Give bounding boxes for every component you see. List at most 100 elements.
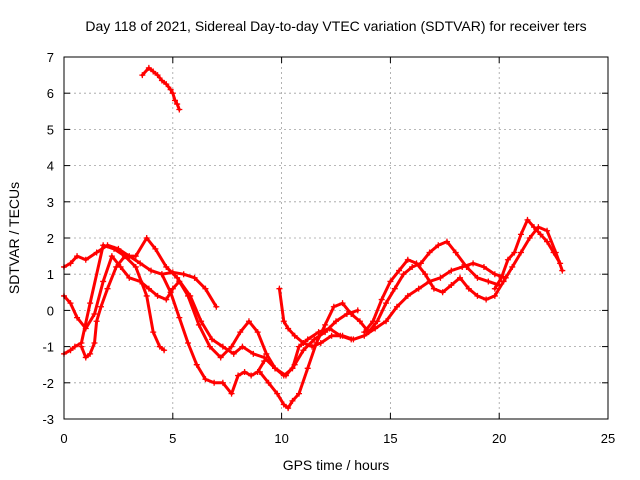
series-line bbox=[62, 254, 353, 378]
data-point bbox=[235, 372, 242, 379]
data-point bbox=[333, 318, 339, 325]
data-point bbox=[517, 249, 524, 256]
data-point bbox=[393, 303, 400, 310]
y-tick-label: -2 bbox=[42, 376, 54, 391]
data-point bbox=[361, 329, 368, 336]
data-point bbox=[387, 278, 394, 285]
series-line bbox=[62, 243, 218, 309]
data-point bbox=[272, 365, 279, 372]
data-point bbox=[544, 227, 551, 234]
series-sat-f bbox=[158, 271, 268, 397]
data-point bbox=[219, 343, 226, 350]
data-point bbox=[82, 354, 89, 361]
data-point bbox=[239, 343, 246, 350]
data-point bbox=[439, 289, 446, 296]
x-tick-label: 5 bbox=[169, 431, 176, 446]
y-tick-label: 6 bbox=[47, 86, 54, 101]
data-point bbox=[145, 64, 152, 71]
data-point bbox=[169, 285, 176, 292]
data-point bbox=[104, 285, 111, 292]
data-point bbox=[474, 292, 481, 299]
series-line bbox=[62, 236, 360, 378]
data-point bbox=[465, 285, 472, 292]
y-tick-label: 3 bbox=[47, 195, 54, 210]
data-point bbox=[326, 325, 333, 332]
data-point bbox=[228, 343, 235, 350]
data-point bbox=[148, 267, 155, 274]
data-point bbox=[274, 390, 281, 397]
data-point bbox=[74, 314, 81, 321]
data-point bbox=[330, 303, 337, 310]
data-point bbox=[435, 242, 442, 249]
data-point bbox=[74, 253, 81, 260]
data-point bbox=[191, 274, 198, 281]
data-point bbox=[217, 354, 224, 361]
data-point bbox=[132, 263, 139, 270]
data-point bbox=[213, 303, 220, 310]
data-point bbox=[491, 271, 498, 278]
data-point bbox=[208, 336, 215, 343]
data-point bbox=[113, 263, 120, 270]
series-layer bbox=[61, 64, 566, 412]
series-sat-j bbox=[491, 216, 564, 292]
data-point bbox=[150, 329, 157, 336]
data-point bbox=[291, 332, 298, 339]
data-point bbox=[400, 271, 407, 278]
data-point bbox=[154, 72, 161, 79]
data-point bbox=[111, 245, 118, 252]
data-point bbox=[228, 390, 235, 397]
data-point bbox=[463, 263, 470, 270]
data-point bbox=[211, 379, 218, 386]
data-point bbox=[356, 318, 363, 325]
data-point bbox=[202, 285, 209, 292]
data-point bbox=[509, 263, 516, 270]
data-point bbox=[152, 245, 159, 252]
data-point bbox=[378, 296, 385, 303]
data-point bbox=[132, 253, 139, 260]
data-point bbox=[289, 365, 296, 372]
data-point bbox=[87, 350, 94, 357]
data-point bbox=[167, 289, 174, 296]
x-tick-label: 25 bbox=[601, 431, 615, 446]
data-point bbox=[328, 332, 335, 339]
data-point bbox=[263, 350, 270, 357]
data-point bbox=[93, 249, 100, 256]
data-point bbox=[176, 314, 183, 321]
data-point bbox=[185, 339, 192, 346]
data-point bbox=[67, 347, 74, 354]
data-point bbox=[126, 274, 133, 281]
data-point bbox=[391, 285, 398, 292]
y-tick-label: 2 bbox=[47, 231, 54, 246]
data-point bbox=[369, 318, 376, 325]
data-point bbox=[426, 249, 433, 256]
x-tick-label: 0 bbox=[60, 431, 67, 446]
data-point bbox=[491, 285, 498, 292]
data-point bbox=[350, 336, 357, 343]
series-sat-e bbox=[139, 64, 183, 113]
x-tick-label: 20 bbox=[492, 431, 506, 446]
y-tick-label: -3 bbox=[42, 412, 54, 427]
data-point bbox=[280, 318, 287, 325]
data-point bbox=[237, 329, 244, 336]
data-point bbox=[150, 68, 157, 75]
data-point bbox=[339, 300, 346, 307]
data-point bbox=[156, 343, 163, 350]
data-point bbox=[474, 274, 481, 281]
data-point bbox=[339, 332, 346, 339]
chart-title: Day 118 of 2021, Sidereal Day-to-day VTE… bbox=[85, 18, 586, 34]
data-point bbox=[163, 263, 170, 270]
data-point bbox=[289, 397, 296, 404]
data-point bbox=[176, 106, 183, 113]
data-point bbox=[230, 350, 237, 357]
y-tick-label: 4 bbox=[47, 159, 54, 174]
data-point bbox=[413, 260, 420, 267]
data-point bbox=[167, 86, 174, 93]
data-point bbox=[100, 242, 107, 249]
data-point bbox=[537, 231, 544, 238]
series-sat-i bbox=[361, 224, 566, 336]
data-point bbox=[163, 296, 170, 303]
series-line bbox=[79, 254, 166, 359]
data-point bbox=[176, 278, 183, 285]
data-point bbox=[171, 97, 178, 104]
data-point bbox=[498, 274, 505, 281]
